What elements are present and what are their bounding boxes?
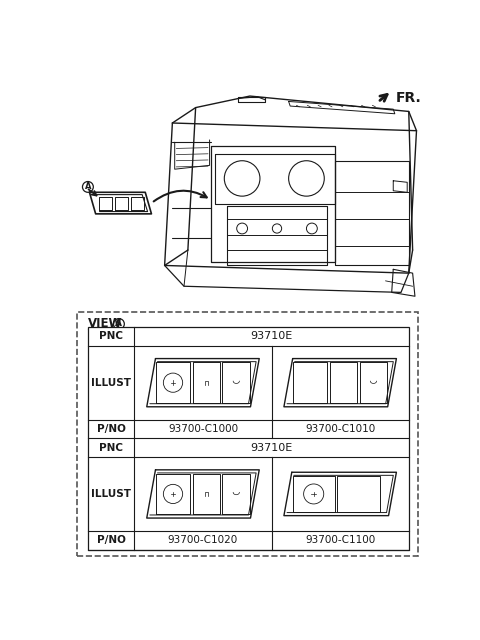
Text: 93700-C1020: 93700-C1020 bbox=[168, 535, 238, 545]
Text: 93700-C1100: 93700-C1100 bbox=[305, 535, 375, 545]
Text: 93700-C1000: 93700-C1000 bbox=[168, 424, 238, 434]
Text: A: A bbox=[84, 182, 91, 191]
FancyBboxPatch shape bbox=[88, 327, 409, 550]
Text: PNC: PNC bbox=[99, 332, 123, 341]
Text: 93710E: 93710E bbox=[251, 332, 293, 341]
Text: ILLUST: ILLUST bbox=[91, 489, 131, 499]
Text: A: A bbox=[115, 319, 122, 328]
Text: VIEW: VIEW bbox=[88, 317, 122, 330]
FancyBboxPatch shape bbox=[77, 312, 418, 556]
Text: ILLUST: ILLUST bbox=[91, 378, 131, 388]
Text: PNC: PNC bbox=[99, 443, 123, 452]
Text: 93710E: 93710E bbox=[251, 443, 293, 452]
Text: FR.: FR. bbox=[396, 91, 421, 105]
Text: P/NO: P/NO bbox=[96, 424, 126, 434]
Text: P/NO: P/NO bbox=[96, 535, 126, 545]
Text: 93700-C1010: 93700-C1010 bbox=[305, 424, 375, 434]
